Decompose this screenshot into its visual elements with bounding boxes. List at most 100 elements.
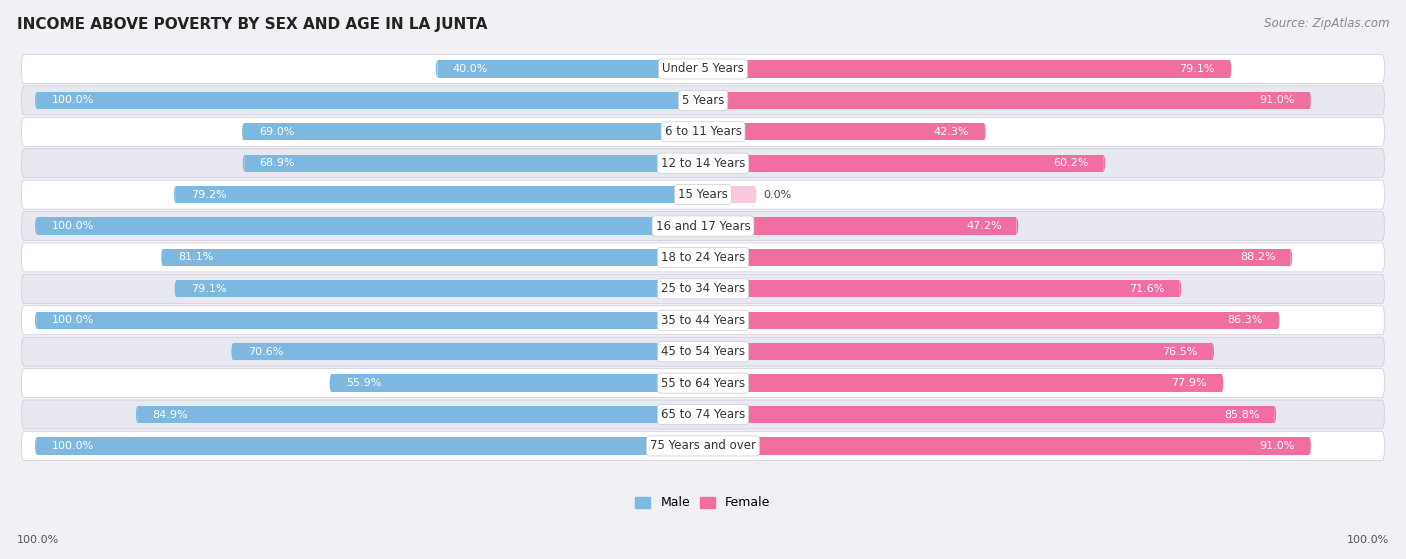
Bar xyxy=(163,249,703,266)
Text: 88.2%: 88.2% xyxy=(1240,253,1275,262)
Text: 18 to 24 Years: 18 to 24 Years xyxy=(661,251,745,264)
Wedge shape xyxy=(1180,280,1181,297)
Text: 91.0%: 91.0% xyxy=(1258,441,1294,451)
Wedge shape xyxy=(755,186,756,203)
Wedge shape xyxy=(436,60,437,78)
Wedge shape xyxy=(1291,249,1292,266)
FancyBboxPatch shape xyxy=(21,368,1385,397)
Text: 70.6%: 70.6% xyxy=(247,347,284,357)
Bar xyxy=(702,406,703,423)
Text: 100.0%: 100.0% xyxy=(17,535,59,545)
Wedge shape xyxy=(1309,437,1310,454)
Bar xyxy=(703,154,704,172)
Text: 12 to 14 Years: 12 to 14 Years xyxy=(661,157,745,170)
Bar xyxy=(703,311,1278,329)
FancyBboxPatch shape xyxy=(21,86,1385,115)
Wedge shape xyxy=(1309,92,1310,109)
Wedge shape xyxy=(329,375,332,392)
Text: 100.0%: 100.0% xyxy=(52,441,94,451)
Bar xyxy=(233,343,703,361)
Bar xyxy=(437,60,703,78)
Bar xyxy=(703,280,1180,297)
Bar xyxy=(703,186,755,203)
Text: 35 to 44 Years: 35 to 44 Years xyxy=(661,314,745,327)
Text: 42.3%: 42.3% xyxy=(934,127,969,137)
FancyBboxPatch shape xyxy=(21,211,1385,240)
Bar xyxy=(703,123,984,140)
FancyBboxPatch shape xyxy=(21,432,1385,461)
Text: 71.6%: 71.6% xyxy=(1129,284,1164,294)
Bar xyxy=(703,249,1291,266)
Bar xyxy=(703,60,1229,78)
Wedge shape xyxy=(1278,311,1279,329)
Wedge shape xyxy=(242,123,245,140)
Bar xyxy=(37,437,703,454)
Wedge shape xyxy=(232,343,233,361)
Bar xyxy=(703,217,704,235)
Text: 5 Years: 5 Years xyxy=(682,94,724,107)
Bar xyxy=(702,437,703,454)
Text: 25 to 34 Years: 25 to 34 Years xyxy=(661,282,745,295)
FancyBboxPatch shape xyxy=(21,400,1385,429)
Bar xyxy=(702,217,703,235)
Wedge shape xyxy=(1212,343,1213,361)
Bar xyxy=(702,92,703,109)
Text: 60.2%: 60.2% xyxy=(1053,158,1088,168)
Text: 47.2%: 47.2% xyxy=(966,221,1001,231)
Legend: Male, Female: Male, Female xyxy=(630,491,776,514)
Text: Source: ZipAtlas.com: Source: ZipAtlas.com xyxy=(1264,17,1389,30)
Bar xyxy=(37,92,703,109)
Bar xyxy=(332,375,703,392)
Wedge shape xyxy=(1274,406,1277,423)
Text: 79.1%: 79.1% xyxy=(1180,64,1215,74)
Bar xyxy=(703,60,704,78)
Text: 79.2%: 79.2% xyxy=(191,190,226,200)
Wedge shape xyxy=(1104,154,1105,172)
Bar xyxy=(37,311,703,329)
Text: 55.9%: 55.9% xyxy=(346,378,381,388)
Text: 65 to 74 Years: 65 to 74 Years xyxy=(661,408,745,421)
Text: 91.0%: 91.0% xyxy=(1258,96,1294,106)
Bar xyxy=(703,123,704,140)
Bar xyxy=(703,437,1309,454)
Bar xyxy=(703,280,704,297)
FancyBboxPatch shape xyxy=(21,149,1385,178)
Text: 84.9%: 84.9% xyxy=(153,410,188,419)
Wedge shape xyxy=(136,406,138,423)
Wedge shape xyxy=(35,311,37,329)
Text: 40.0%: 40.0% xyxy=(453,64,488,74)
Wedge shape xyxy=(243,154,245,172)
Text: 0.0%: 0.0% xyxy=(763,190,792,200)
Bar xyxy=(702,186,703,203)
Bar xyxy=(703,217,1017,235)
Wedge shape xyxy=(162,249,163,266)
FancyBboxPatch shape xyxy=(21,117,1385,146)
Wedge shape xyxy=(174,186,176,203)
Text: 68.9%: 68.9% xyxy=(260,158,295,168)
Bar xyxy=(702,311,703,329)
Text: 100.0%: 100.0% xyxy=(1347,535,1389,545)
Bar xyxy=(702,123,703,140)
Bar xyxy=(703,154,1104,172)
Text: INCOME ABOVE POVERTY BY SEX AND AGE IN LA JUNTA: INCOME ABOVE POVERTY BY SEX AND AGE IN L… xyxy=(17,17,488,32)
Text: 77.9%: 77.9% xyxy=(1171,378,1206,388)
Wedge shape xyxy=(174,280,177,297)
Bar xyxy=(703,406,704,423)
Bar xyxy=(703,437,704,454)
Text: 6 to 11 Years: 6 to 11 Years xyxy=(665,125,741,138)
Bar xyxy=(703,343,1212,361)
Wedge shape xyxy=(1222,375,1223,392)
Bar xyxy=(703,92,1309,109)
Bar xyxy=(702,249,703,266)
Bar xyxy=(703,311,704,329)
Text: 79.1%: 79.1% xyxy=(191,284,226,294)
FancyBboxPatch shape xyxy=(21,243,1385,272)
Wedge shape xyxy=(1017,217,1018,235)
Bar xyxy=(702,154,703,172)
Text: 76.5%: 76.5% xyxy=(1161,347,1198,357)
Bar xyxy=(245,123,703,140)
Bar xyxy=(702,343,703,361)
Text: 69.0%: 69.0% xyxy=(259,127,294,137)
FancyBboxPatch shape xyxy=(21,274,1385,304)
Text: 85.8%: 85.8% xyxy=(1223,410,1260,419)
